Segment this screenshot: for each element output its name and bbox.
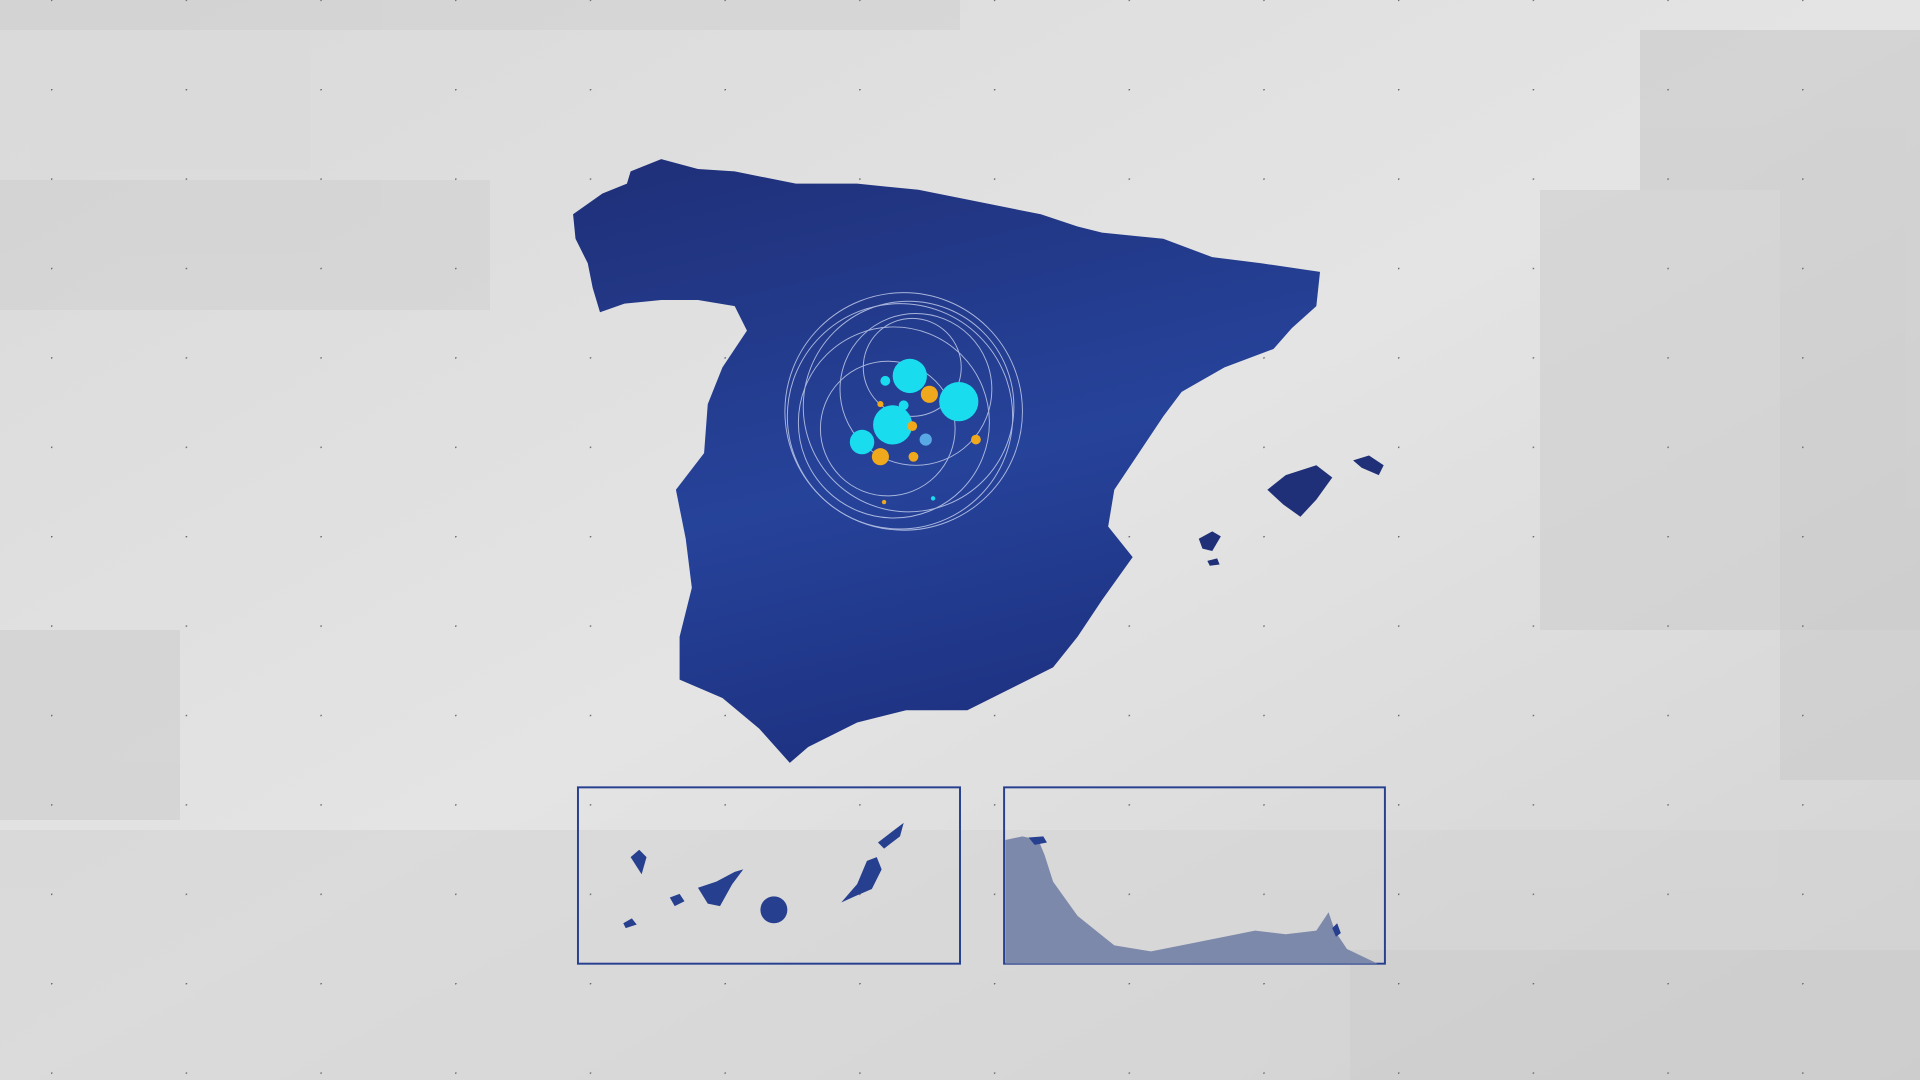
data-burst <box>784 292 1023 531</box>
menorca <box>1353 455 1384 476</box>
ibiza <box>1198 531 1221 552</box>
spain-map <box>573 159 1386 965</box>
formentera <box>1207 558 1220 566</box>
canary-inset <box>576 786 961 965</box>
ceuta-melilla-inset <box>1003 786 1386 965</box>
data-dots <box>849 358 981 505</box>
mallorca <box>1267 465 1333 517</box>
